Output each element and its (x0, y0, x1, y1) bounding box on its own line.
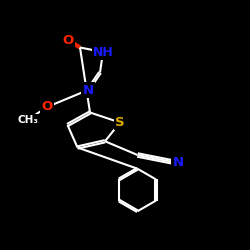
Text: NH: NH (92, 46, 114, 59)
Text: O: O (42, 100, 52, 114)
Text: CH₃: CH₃ (17, 115, 38, 125)
Text: O: O (62, 34, 74, 46)
Text: S: S (115, 116, 125, 129)
Text: N: N (82, 84, 94, 96)
Text: N: N (172, 156, 184, 170)
